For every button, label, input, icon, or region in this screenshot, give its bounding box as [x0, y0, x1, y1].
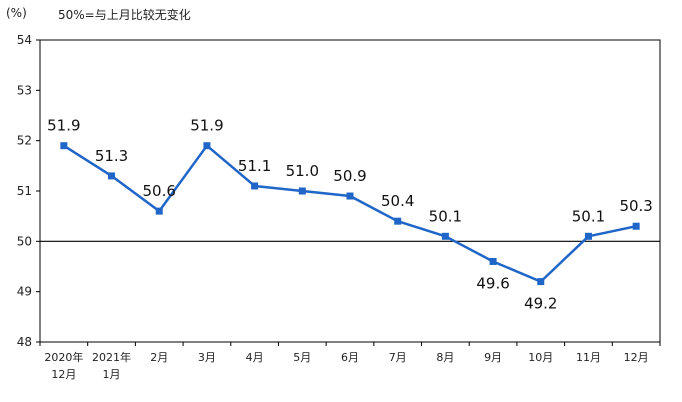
- data-label: 51.9: [190, 117, 223, 135]
- x-tick-label: 6月: [341, 351, 359, 364]
- x-tick-label: 9月: [484, 351, 502, 364]
- data-label: 50.4: [381, 192, 414, 210]
- x-tick-label: 5月: [293, 351, 311, 364]
- reference-note: 50%=与上月比较无变化: [58, 8, 191, 22]
- x-tick-label: 11月: [576, 351, 601, 364]
- x-tick-label: 10月: [528, 351, 553, 364]
- data-label: 50.1: [429, 207, 462, 225]
- y-tick-label: 51: [17, 184, 32, 198]
- x-tick-label: 2021年: [92, 350, 131, 364]
- data-point: [155, 207, 163, 215]
- data-point: [203, 142, 211, 150]
- data-point: [108, 172, 116, 180]
- data-point: [584, 232, 592, 240]
- data-label: 51.3: [95, 147, 128, 165]
- data-label: 50.3: [619, 197, 652, 215]
- y-tick-label: 52: [17, 134, 32, 148]
- data-point: [60, 142, 68, 150]
- x-tick-label-line2: 1月: [103, 368, 121, 381]
- x-tick-label-line2: 12月: [51, 368, 76, 381]
- data-label: 49.2: [524, 295, 557, 313]
- data-label: 51.0: [286, 162, 319, 180]
- x-tick-label: 2020年: [44, 350, 83, 364]
- x-tick-label: 2月: [150, 351, 168, 364]
- y-tick-label: 54: [17, 33, 32, 47]
- x-tick-label: 8月: [436, 351, 454, 364]
- axes: 48 49 50 51 52 53 54 2020年 12月 2021年 1月 2月 3月 4月 5月 6月 7…: [17, 33, 661, 381]
- data-point: [394, 217, 402, 225]
- data-label-layer: 51.9 51.3 50.6 51.9 51.1 51.0 50.9 50.4 50.1 49.6…: [47, 117, 653, 313]
- data-point: [537, 278, 545, 286]
- series-layer: [60, 142, 640, 286]
- x-tick-label: 4月: [246, 351, 264, 364]
- data-point: [441, 232, 449, 240]
- y-tick-label: 50: [17, 234, 32, 248]
- data-label: 49.6: [476, 274, 509, 292]
- data-point: [489, 257, 497, 265]
- data-label: 50.9: [333, 167, 366, 185]
- data-label: 50.6: [143, 182, 176, 200]
- data-label: 51.1: [238, 157, 271, 175]
- y-tick-label: 53: [17, 83, 32, 97]
- data-point: [298, 187, 306, 195]
- unit-label: (%): [6, 6, 27, 20]
- x-tick-label: 7月: [389, 351, 407, 364]
- data-point: [632, 222, 640, 230]
- y-tick-label: 49: [17, 285, 32, 299]
- x-tick-label: 3月: [198, 351, 216, 364]
- data-point: [346, 192, 354, 200]
- x-tick-label: 12月: [624, 351, 649, 364]
- y-tick-label: 48: [17, 335, 32, 349]
- data-point: [251, 182, 259, 190]
- data-label: 51.9: [47, 117, 80, 135]
- data-label: 50.1: [572, 207, 605, 225]
